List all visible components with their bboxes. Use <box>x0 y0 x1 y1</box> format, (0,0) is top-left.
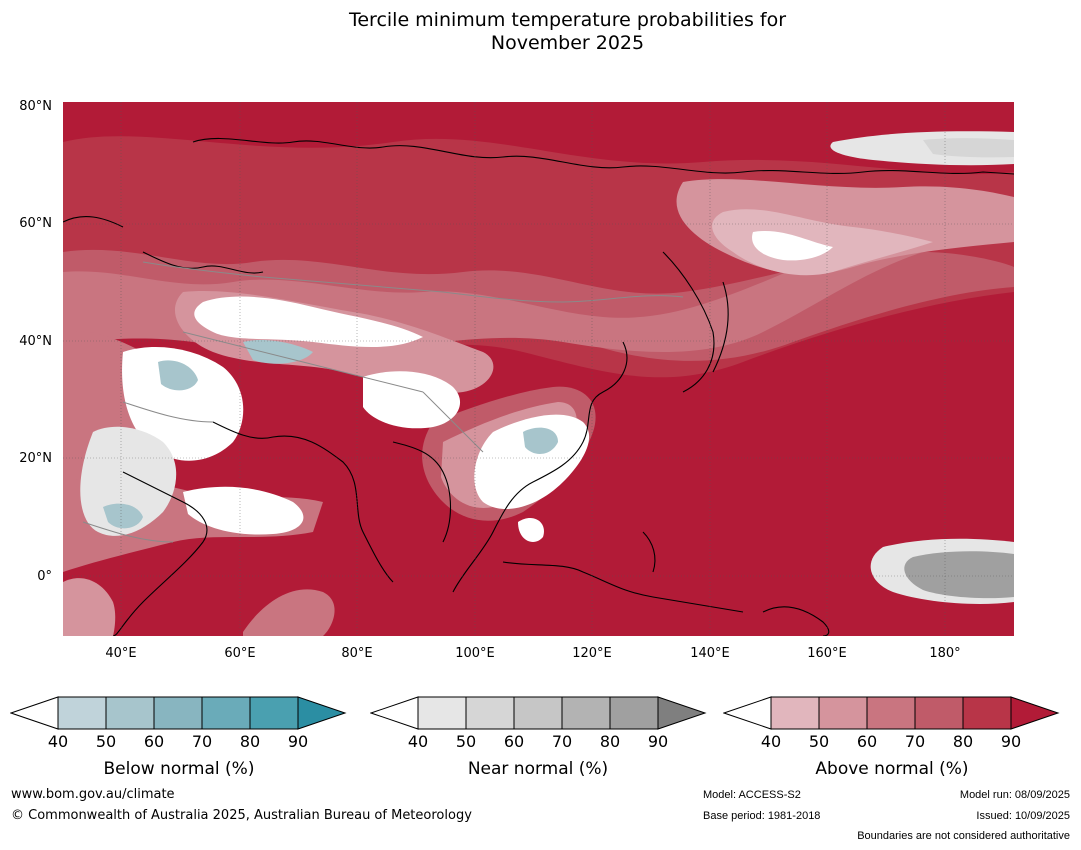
title-line-1: Tercile minimum temperature probabilitie… <box>348 9 787 31</box>
map-svg <box>63 102 1014 636</box>
colorbar-upper-extension <box>657 696 707 730</box>
colorbar-upper-extension <box>1010 696 1060 730</box>
footer-model: Model: ACCESS-S2 <box>703 789 801 801</box>
lon-label-120e: 120°E <box>572 646 612 661</box>
colorbar-swatch <box>105 696 155 730</box>
cbar-below-tick: 80 <box>239 732 261 751</box>
cbar-above-tick: 90 <box>1000 732 1022 751</box>
colorbar-swatch <box>201 696 251 730</box>
lon-label-100e: 100°E <box>455 646 495 661</box>
cbar-near-tick: 40 <box>407 732 429 751</box>
colorbar-swatch <box>770 696 820 730</box>
lat-label-60n: 60°N <box>19 216 52 231</box>
colorbar-swatch <box>513 696 563 730</box>
footer-issued: Issued: 10/09/2025 <box>976 810 1070 822</box>
colorbar-swatch <box>962 696 1012 730</box>
colorbar-lower-extension <box>10 696 59 730</box>
lon-label-180: 180° <box>929 646 961 661</box>
map-title: Tercile minimum temperature probabilitie… <box>0 9 1081 55</box>
lat-label-20n: 20°N <box>19 451 52 466</box>
colorbar-swatch <box>57 696 107 730</box>
footer-website: www.bom.gov.au/climate <box>11 787 175 802</box>
lon-label-40e: 40°E <box>105 646 137 661</box>
colorbar-swatch <box>465 696 515 730</box>
colorbar-near <box>370 696 707 730</box>
footer-model-run: Model run: 08/09/2025 <box>959 789 1070 801</box>
cbar-below-tick: 40 <box>47 732 69 751</box>
colorbar-lower-extension <box>370 696 419 730</box>
colorbar-lower-extension <box>723 696 772 730</box>
colorbar-swatch <box>561 696 611 730</box>
lat-label-40n: 40°N <box>19 334 52 349</box>
graticule <box>63 102 1014 636</box>
lon-label-140e: 140°E <box>690 646 730 661</box>
cbar-above-tick: 70 <box>904 732 926 751</box>
lon-label-160e: 160°E <box>807 646 847 661</box>
title-line-2: November 2025 <box>490 32 645 54</box>
colorbar-below-title: Below normal (%) <box>103 759 255 779</box>
cbar-below-tick: 50 <box>95 732 117 751</box>
colorbar-near-swatches <box>370 696 707 730</box>
colorbar-below <box>10 696 347 730</box>
cbar-near-tick: 50 <box>455 732 477 751</box>
cbar-near-tick: 90 <box>647 732 669 751</box>
footer-copyright: © Commonwealth of Australia 2025, Austra… <box>11 808 472 823</box>
colorbar-swatch <box>249 696 299 730</box>
cbar-near-tick: 70 <box>551 732 573 751</box>
cbar-below-tick: 70 <box>191 732 213 751</box>
colorbar-near-title: Near normal (%) <box>467 759 609 779</box>
cbar-below-tick: 60 <box>143 732 165 751</box>
cbar-above-tick: 50 <box>808 732 830 751</box>
cbar-near-tick: 60 <box>503 732 525 751</box>
colorbar-above <box>723 696 1060 730</box>
cbar-below-tick: 90 <box>287 732 309 751</box>
lat-label-80n: 80°N <box>19 99 52 114</box>
coastlines <box>63 137 1014 636</box>
colorbar-swatch <box>818 696 868 730</box>
colorbar-upper-extension <box>297 696 347 730</box>
colorbar-swatch <box>609 696 659 730</box>
cbar-above-tick: 40 <box>760 732 782 751</box>
footer-disclaimer: Boundaries are not considered authoritat… <box>857 830 1070 842</box>
cbar-near-tick: 80 <box>599 732 621 751</box>
colorbar-swatch <box>153 696 203 730</box>
lon-label-80e: 80°E <box>341 646 373 661</box>
colorbar-above-title: Above normal (%) <box>815 759 969 779</box>
probability-map <box>63 102 1014 636</box>
footer-base-period: Base period: 1981-2018 <box>703 810 821 822</box>
cbar-above-tick: 60 <box>856 732 878 751</box>
colorbar-swatch <box>914 696 964 730</box>
lat-label-0: 0° <box>37 569 52 584</box>
colorbar-swatch <box>417 696 467 730</box>
cbar-above-tick: 80 <box>952 732 974 751</box>
colorbar-above-swatches <box>723 696 1060 730</box>
colorbar-swatch <box>866 696 916 730</box>
lon-label-60e: 60°E <box>224 646 256 661</box>
colorbar-below-swatches <box>10 696 347 730</box>
near-normal-layers <box>80 131 1014 604</box>
